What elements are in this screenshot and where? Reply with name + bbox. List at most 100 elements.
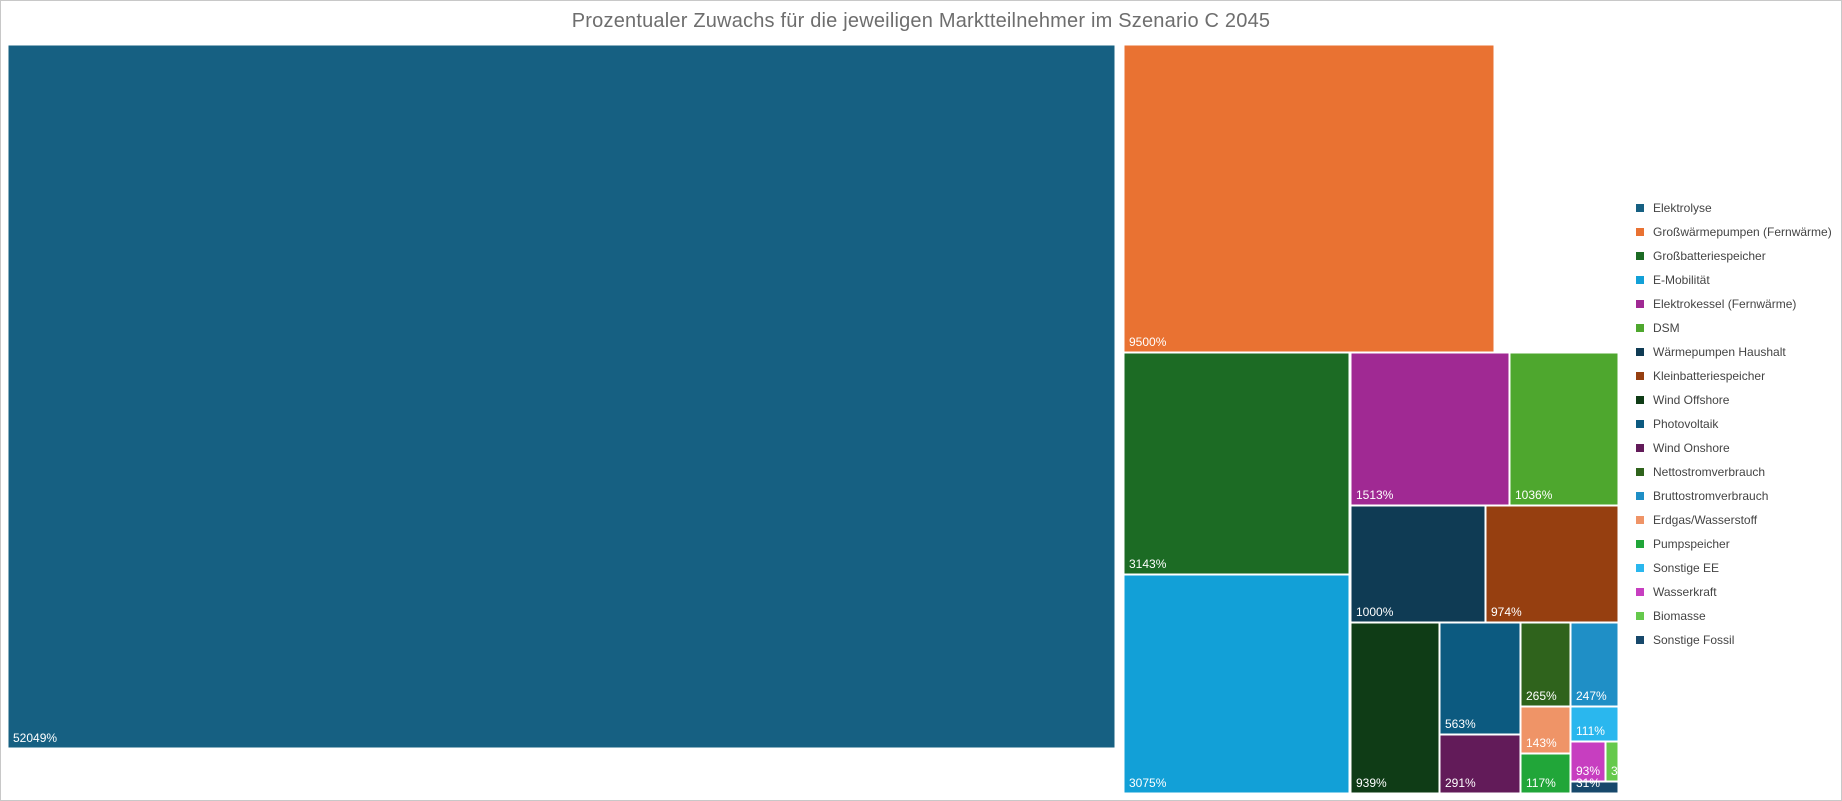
legend-label: Erdgas/Wasserstoff xyxy=(1653,513,1758,527)
tile-grosswaermepumpen-fernwaerme[interactable]: 9500% xyxy=(1124,45,1494,352)
tile-label-pumpspeicher: 117% xyxy=(1526,776,1556,790)
legend-item-pumpspeicher[interactable]: Pumpspeicher xyxy=(1636,532,1832,556)
tile-elektrokessel-fernwaerme[interactable]: 1513% xyxy=(1351,353,1509,505)
tile-label-elektrolyse: 52049% xyxy=(13,731,57,745)
tile-rect-sonstige-ee[interactable] xyxy=(1571,707,1618,741)
legend-item-bruttostromverbrauch[interactable]: Bruttostromverbrauch xyxy=(1636,484,1832,508)
legend-label: Kleinbatteriespeicher xyxy=(1653,369,1766,383)
tile-rect-pumpspeicher[interactable] xyxy=(1521,754,1570,793)
legend-item-sonstige-ee[interactable]: Sonstige EE xyxy=(1636,556,1832,580)
tile-wasserkraft[interactable]: 93% xyxy=(1571,742,1605,781)
tile-e-mobilitaet[interactable]: 3075% xyxy=(1124,575,1349,793)
legend-label: E-Mobilität xyxy=(1653,273,1710,287)
tile-label-grosswaermepumpen-fernwaerme: 9500% xyxy=(1129,335,1167,349)
tile-sonstige-fossil[interactable]: 31% xyxy=(1571,776,1618,793)
legend-label: DSM xyxy=(1653,321,1680,335)
legend-item-biomasse[interactable]: Biomasse xyxy=(1636,604,1832,628)
legend-item-elektrokessel-fernwaerme[interactable]: Elektrokessel (Fernwärme) xyxy=(1636,292,1832,316)
legend-label: Biomasse xyxy=(1653,609,1706,623)
legend-item-photovoltaik[interactable]: Photovoltaik xyxy=(1636,412,1832,436)
tile-border xyxy=(1439,622,1521,735)
legend-label: Wind Onshore xyxy=(1653,441,1730,455)
legend-swatch xyxy=(1636,612,1644,620)
tile-sonstige-ee[interactable]: 111% xyxy=(1571,707,1618,741)
tile-rect-wind-onshore[interactable] xyxy=(1440,735,1520,793)
tile-rect-nettostromverbrauch[interactable] xyxy=(1521,623,1570,706)
tile-rect-dsm[interactable] xyxy=(1510,353,1618,505)
tile-rect-grossbatteriespeicher[interactable] xyxy=(1124,353,1349,574)
tile-pumpspeicher[interactable]: 117% xyxy=(1521,754,1570,793)
tile-label-erdgas-wasserstoff: 143% xyxy=(1526,736,1557,750)
tile-wind-onshore[interactable]: 291% xyxy=(1440,735,1520,793)
tile-grossbatteriespeicher[interactable]: 3143% xyxy=(1124,353,1349,574)
legend-item-elektrolyse[interactable]: Elektrolyse xyxy=(1636,196,1832,220)
legend-label: Bruttostromverbrauch xyxy=(1653,489,1769,503)
legend-swatch xyxy=(1636,636,1644,644)
tile-rect-e-mobilitaet[interactable] xyxy=(1124,575,1349,793)
tile-photovoltaik[interactable]: 563% xyxy=(1440,623,1520,734)
tile-border xyxy=(1123,352,1350,575)
tile-rect-erdgas-wasserstoff[interactable] xyxy=(1521,707,1570,753)
tile-rect-grosswaermepumpen-fernwaerme[interactable] xyxy=(1124,45,1494,352)
legend-swatch xyxy=(1636,492,1644,500)
tile-border xyxy=(1605,741,1619,782)
tile-rect-kleinbatteriespeicher[interactable] xyxy=(1486,506,1618,622)
legend-item-dsm[interactable]: DSM xyxy=(1636,316,1832,340)
tile-elektrolyse[interactable]: 52049% xyxy=(8,45,1115,748)
tile-label-wind-offshore: 939% xyxy=(1356,776,1387,790)
legend-swatch xyxy=(1636,468,1644,476)
chart-title: Prozentualer Zuwachs für die jeweiligen … xyxy=(571,10,1271,32)
tile-rect-wasserkraft[interactable] xyxy=(1571,742,1605,781)
legend-swatch xyxy=(1636,540,1644,548)
tile-label-e-mobilitaet: 3075% xyxy=(1129,776,1167,790)
legend-item-grossbatteriespeicher[interactable]: Großbatteriespeicher xyxy=(1636,244,1832,268)
legend-label: Photovoltaik xyxy=(1653,417,1719,431)
tile-rect-sonstige-fossil[interactable] xyxy=(1571,782,1618,793)
tile-rect-wind-offshore[interactable] xyxy=(1351,623,1439,793)
tile-erdgas-wasserstoff[interactable]: 143% xyxy=(1521,707,1570,753)
tile-border xyxy=(1520,622,1571,707)
legend-item-kleinbatteriespeicher[interactable]: Kleinbatteriespeicher xyxy=(1636,364,1832,388)
legend-swatch xyxy=(1636,252,1644,260)
tile-label-wasserkraft: 93% xyxy=(1576,764,1600,778)
legend-swatch xyxy=(1636,324,1644,332)
tile-label-dsm: 1036% xyxy=(1515,488,1553,502)
tile-rect-biomasse[interactable] xyxy=(1606,742,1618,781)
legend-item-wind-onshore[interactable]: Wind Onshore xyxy=(1636,436,1832,460)
legend-item-wind-offshore[interactable]: Wind Offshore xyxy=(1636,388,1832,412)
tile-rect-waermepumpen-haushalt[interactable] xyxy=(1351,506,1485,622)
tile-border xyxy=(1439,734,1521,794)
legend-item-e-mobilitaet[interactable]: E-Mobilität xyxy=(1636,268,1832,292)
tile-rect-elektrolyse[interactable] xyxy=(8,45,1115,748)
legend-item-sonstige-fossil[interactable]: Sonstige Fossil xyxy=(1636,628,1832,652)
tile-wind-offshore[interactable]: 939% xyxy=(1351,623,1439,793)
legend-swatch xyxy=(1636,588,1644,596)
tile-dsm[interactable]: 1036% xyxy=(1510,353,1618,505)
legend-item-grosswaermepumpen-fernwaerme[interactable]: Großwärmepumpen (Fernwärme) xyxy=(1636,220,1832,244)
tile-nettostromverbrauch[interactable]: 265% xyxy=(1521,623,1570,706)
legend-swatch xyxy=(1636,228,1644,236)
tile-biomasse[interactable]: 3... xyxy=(1606,742,1628,781)
legend-item-waermepumpen-haushalt[interactable]: Wärmepumpen Haushalt xyxy=(1636,340,1832,364)
legend-swatch xyxy=(1636,444,1644,452)
tile-rect-bruttostromverbrauch[interactable] xyxy=(1571,623,1618,706)
tile-border xyxy=(1520,753,1571,794)
legend-swatch xyxy=(1636,372,1644,380)
legend-item-nettostromverbrauch[interactable]: Nettostromverbrauch xyxy=(1636,460,1832,484)
tile-rect-elektrokessel-fernwaerme[interactable] xyxy=(1351,353,1509,505)
tile-label-photovoltaik: 563% xyxy=(1445,717,1476,731)
legend-item-erdgas-wasserstoff[interactable]: Erdgas/Wasserstoff xyxy=(1636,508,1832,532)
tile-border xyxy=(1350,622,1440,794)
tile-label-sonstige-ee: 111% xyxy=(1576,724,1605,738)
tile-bruttostromverbrauch[interactable]: 247% xyxy=(1571,623,1618,706)
tile-border xyxy=(1123,44,1495,353)
tile-label-biomasse: 3... xyxy=(1611,764,1628,778)
legend-item-wasserkraft[interactable]: Wasserkraft xyxy=(1636,580,1832,604)
tile-kleinbatteriespeicher[interactable]: 974% xyxy=(1486,506,1618,622)
tile-rect-photovoltaik[interactable] xyxy=(1440,623,1520,734)
tile-label-nettostromverbrauch: 265% xyxy=(1526,689,1557,703)
tile-waermepumpen-haushalt[interactable]: 1000% xyxy=(1351,506,1485,622)
tile-label-sonstige-fossil: 31% xyxy=(1576,776,1600,790)
legend-label: Wasserkraft xyxy=(1653,585,1717,599)
